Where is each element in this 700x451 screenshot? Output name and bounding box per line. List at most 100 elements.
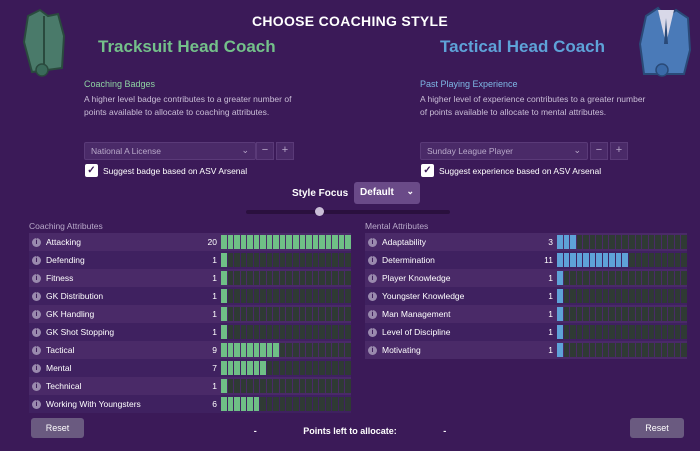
attribute-value: 1 (548, 273, 553, 283)
bar-segment (609, 289, 615, 303)
style-focus-slider[interactable] (246, 210, 450, 214)
bar-segment (312, 397, 319, 411)
info-icon[interactable]: i (368, 273, 377, 283)
bar-segment (227, 235, 234, 249)
bar-segment (266, 253, 273, 267)
bar-segment (332, 397, 338, 411)
info-icon[interactable]: i (368, 255, 377, 265)
bar-segment (221, 361, 227, 375)
attribute-bar[interactable] (221, 271, 351, 285)
info-icon[interactable]: i (32, 381, 41, 391)
attribute-bar[interactable] (221, 253, 351, 267)
reset-mental-button[interactable]: Reset (630, 418, 684, 438)
experience-dropdown-value: Sunday League Player (427, 146, 514, 156)
attribute-value: 6 (212, 399, 217, 409)
attribute-bar[interactable] (557, 235, 687, 249)
bar-segment (596, 235, 602, 249)
tactical-head-coach-heading[interactable]: Tactical Head Coach (440, 37, 606, 56)
attribute-bar[interactable] (557, 343, 687, 357)
suggest-experience-checkbox[interactable]: ✓ (421, 164, 434, 177)
attribute-bar[interactable] (221, 235, 351, 249)
bar-segment (260, 271, 266, 285)
attribute-bar[interactable] (557, 307, 687, 321)
chevron-down-icon: ⌄ (406, 186, 414, 196)
bar-segment (253, 379, 260, 393)
bar-segment (325, 379, 332, 393)
bar-segment (681, 343, 687, 357)
bar-segment (293, 235, 299, 249)
bar-segment (312, 361, 319, 375)
bar-segment (563, 271, 570, 285)
bar-segment (260, 397, 266, 411)
attribute-bar[interactable] (221, 379, 351, 393)
bar-segment (319, 361, 325, 375)
bar-segment (576, 235, 583, 249)
bar-segment (279, 307, 286, 321)
attribute-bar[interactable] (221, 289, 351, 303)
info-icon[interactable]: i (32, 255, 41, 265)
info-icon[interactable]: i (368, 345, 377, 355)
attribute-bar[interactable] (557, 289, 687, 303)
attribute-bar[interactable] (557, 325, 687, 339)
info-icon[interactable]: i (32, 363, 41, 373)
bar-segment (234, 343, 240, 357)
tracksuit-head-coach-heading[interactable]: Tracksuit Head Coach (98, 37, 276, 56)
info-icon[interactable]: i (32, 309, 41, 319)
info-icon[interactable]: i (32, 291, 41, 301)
bar-segment (668, 289, 674, 303)
experience-decrement-button[interactable]: − (590, 142, 608, 160)
attribute-bar[interactable] (221, 343, 351, 357)
bar-segment (266, 289, 273, 303)
bar-segment (293, 325, 299, 339)
bar-segment (247, 235, 253, 249)
attribute-bar[interactable] (557, 253, 687, 267)
bar-segment (299, 271, 306, 285)
attribute-value: 11 (544, 255, 553, 265)
info-icon[interactable]: i (32, 237, 41, 247)
bar-segment (253, 397, 260, 411)
badge-dropdown[interactable]: National A License ⌄ (84, 142, 256, 160)
bar-segment (576, 253, 583, 267)
style-focus-dropdown[interactable]: Default ⌄ (354, 182, 420, 204)
bar-segment (273, 235, 279, 249)
info-icon[interactable]: i (32, 273, 41, 283)
bar-segment (655, 343, 661, 357)
bar-segment (655, 271, 661, 285)
suggest-badge-checkbox[interactable]: ✓ (85, 164, 98, 177)
bar-segment (602, 343, 609, 357)
attribute-bar[interactable] (221, 307, 351, 321)
bar-segment (338, 325, 345, 339)
experience-dropdown[interactable]: Sunday League Player ⌄ (420, 142, 588, 160)
info-icon[interactable]: i (368, 327, 377, 337)
info-icon[interactable]: i (32, 327, 41, 337)
bar-segment (273, 253, 279, 267)
bar-segment (273, 325, 279, 339)
experience-increment-button[interactable]: + (610, 142, 628, 160)
badge-increment-button[interactable]: + (276, 142, 294, 160)
info-icon[interactable]: i (368, 291, 377, 301)
info-icon[interactable]: i (32, 399, 41, 409)
bar-segment (234, 361, 240, 375)
bar-segment (602, 271, 609, 285)
tracksuit-jacket-icon (22, 8, 66, 77)
info-icon[interactable]: i (368, 237, 377, 247)
info-icon[interactable]: i (368, 309, 377, 319)
attribute-bar[interactable] (221, 325, 351, 339)
attribute-bar[interactable] (557, 271, 687, 285)
attribute-row: i GK Distribution 1 (29, 287, 351, 305)
attribute-name: Youngster Knowledge (382, 291, 465, 301)
reset-coaching-button[interactable]: Reset (31, 418, 84, 438)
attribute-bar[interactable] (221, 361, 351, 375)
bar-segment (266, 379, 273, 393)
bar-segment (681, 307, 687, 321)
info-icon[interactable]: i (32, 345, 41, 355)
badge-dropdown-value: National A License (91, 146, 161, 156)
badge-decrement-button[interactable]: − (256, 142, 274, 160)
attribute-bar[interactable] (221, 397, 351, 411)
bar-segment (260, 379, 266, 393)
attribute-row: i GK Handling 1 (29, 305, 351, 323)
style-focus-slider-handle[interactable] (315, 207, 324, 216)
bar-segment (648, 325, 655, 339)
bar-segment (681, 325, 687, 339)
bar-segment (557, 343, 563, 357)
